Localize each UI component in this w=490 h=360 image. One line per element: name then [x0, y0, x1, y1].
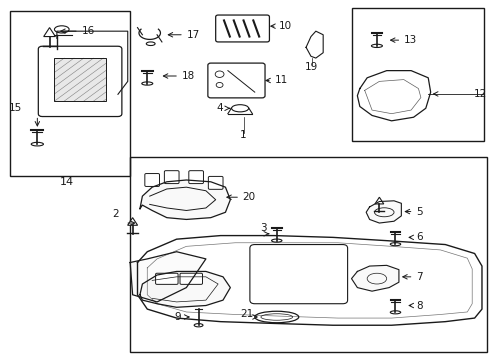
FancyBboxPatch shape [180, 273, 202, 284]
Polygon shape [127, 218, 138, 225]
FancyBboxPatch shape [145, 174, 159, 186]
Polygon shape [44, 28, 55, 37]
Polygon shape [351, 265, 399, 291]
Text: 9: 9 [175, 312, 181, 322]
Text: 21: 21 [241, 310, 254, 319]
Text: 19: 19 [304, 62, 318, 72]
Text: 6: 6 [416, 232, 423, 242]
FancyBboxPatch shape [164, 171, 179, 184]
Text: 17: 17 [186, 30, 199, 40]
Text: 4: 4 [217, 103, 223, 113]
Polygon shape [130, 252, 206, 302]
FancyBboxPatch shape [208, 176, 223, 189]
Text: 15: 15 [9, 103, 22, 113]
Bar [10, 12, 130, 176]
Text: 2: 2 [112, 209, 119, 219]
Text: 18: 18 [181, 71, 195, 81]
Text: 3: 3 [260, 224, 267, 233]
Bar [54, 58, 106, 101]
Text: 1: 1 [240, 130, 247, 140]
Text: 12: 12 [474, 89, 487, 99]
Ellipse shape [194, 324, 203, 327]
Bar [130, 157, 487, 352]
Ellipse shape [391, 243, 401, 246]
Text: 5: 5 [416, 207, 423, 217]
Ellipse shape [371, 44, 382, 48]
Ellipse shape [391, 311, 401, 314]
Text: 14: 14 [60, 177, 74, 187]
Ellipse shape [31, 142, 44, 146]
Text: 7: 7 [416, 272, 423, 282]
Text: 13: 13 [404, 35, 417, 45]
Ellipse shape [271, 239, 282, 242]
Polygon shape [366, 201, 401, 223]
Text: 11: 11 [274, 76, 288, 85]
FancyBboxPatch shape [156, 273, 178, 284]
Text: 16: 16 [81, 26, 95, 36]
Polygon shape [375, 197, 384, 204]
Polygon shape [140, 180, 230, 220]
Text: 10: 10 [279, 21, 293, 31]
FancyBboxPatch shape [189, 171, 203, 184]
Polygon shape [140, 271, 230, 307]
Text: 8: 8 [416, 301, 423, 311]
Bar [352, 8, 485, 140]
Text: 20: 20 [243, 192, 256, 202]
Ellipse shape [142, 82, 153, 85]
